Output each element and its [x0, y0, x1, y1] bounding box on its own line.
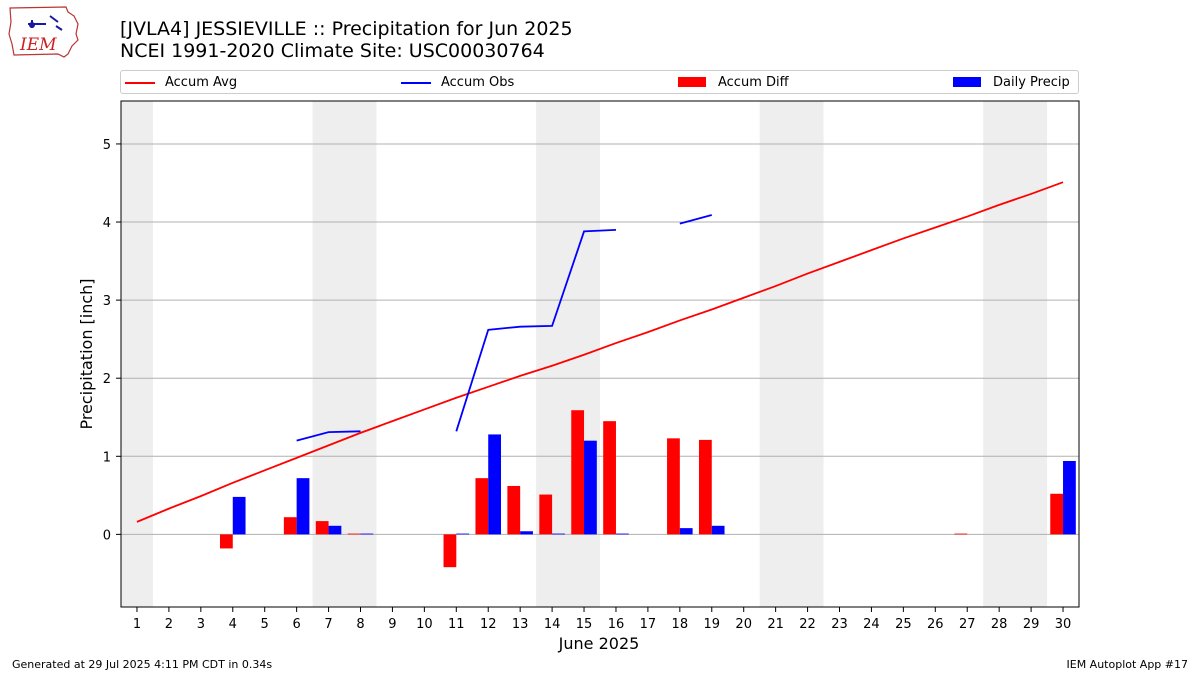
x-tick-label-25: 25	[895, 617, 912, 632]
logo: IEM	[6, 4, 82, 60]
bar-accum-diff-day-11	[443, 534, 457, 568]
bar-accum-diff-day-6	[283, 517, 297, 535]
y-tick-label-2: 2	[103, 372, 111, 387]
bar-daily-precip-day-7	[328, 525, 342, 535]
legend: Accum Avg Accum Obs Accum Diff Daily Pre…	[120, 70, 1079, 94]
x-tick-label-4: 4	[229, 617, 237, 632]
line-accum-avg-segment-0	[136, 181, 1064, 523]
x-tick-label-14: 14	[544, 617, 561, 632]
bar-accum-diff-day-19	[698, 439, 712, 535]
x-tick-label-19: 19	[703, 617, 720, 632]
bar-accum-diff-day-27	[954, 533, 968, 535]
legend-label-accum-obs: Accum Obs	[441, 75, 515, 90]
x-tick-label-16: 16	[608, 617, 625, 632]
legend-item-accum-diff: Accum Diff	[678, 74, 818, 92]
line-accum-obs-segment-0	[296, 430, 361, 442]
legend-swatch-daily-precip	[953, 77, 981, 87]
x-tick-label-2: 2	[165, 617, 173, 632]
bar-accum-diff-day-30	[1050, 493, 1064, 535]
footer-app: IEM Autoplot App #17	[1066, 658, 1189, 671]
bar-daily-precip-day-14	[552, 533, 565, 535]
gridlines	[121, 143, 1079, 535]
logo-text: IEM	[19, 35, 57, 55]
bar-daily-precip-day-8	[360, 533, 374, 535]
x-tick-label-12: 12	[480, 617, 497, 632]
x-tick-label-8: 8	[356, 617, 364, 632]
x-tick-label-30: 30	[1055, 617, 1072, 632]
y-axis-label: Precipitation [inch]	[77, 278, 96, 429]
bar-accum-diff-day-14	[539, 494, 553, 535]
bar-daily-precip-day-19	[711, 525, 725, 535]
x-tick-label-28: 28	[991, 617, 1008, 632]
bar-accum-diff-day-13	[507, 485, 521, 535]
legend-swatch-accum-obs	[401, 82, 431, 84]
legend-item-accum-obs: Accum Obs	[401, 74, 541, 92]
chart-title: [JVLA4] JESSIEVILLE :: Precipitation for…	[120, 18, 573, 40]
lines	[136, 181, 1064, 523]
bars	[219, 410, 1076, 568]
legend-label-daily-precip: Daily Precip	[993, 75, 1070, 90]
x-tick-label-7: 7	[324, 617, 332, 632]
bar-accum-diff-day-18	[667, 438, 680, 535]
y-tick-label-5: 5	[103, 138, 111, 153]
x-tick-label-13: 13	[512, 617, 529, 632]
bar-accum-diff-day-12	[475, 478, 489, 535]
x-tick-label-1: 1	[133, 617, 141, 632]
bar-accum-diff-day-7	[315, 521, 329, 535]
bar-daily-precip-day-30	[1063, 460, 1076, 535]
x-tick-label-17: 17	[640, 617, 657, 632]
legend-swatch-accum-avg	[125, 82, 155, 84]
bar-daily-precip-day-12	[488, 434, 502, 535]
bar-accum-diff-day-8	[347, 533, 361, 535]
x-tick-label-3: 3	[197, 617, 205, 632]
y-tick-label-4: 4	[103, 216, 111, 231]
x-tick-label-15: 15	[576, 617, 593, 632]
x-tick-label-24: 24	[863, 617, 880, 632]
x-tick-label-29: 29	[1023, 617, 1040, 632]
bar-accum-diff-day-16	[603, 421, 616, 535]
axes: 1 2 3 4 5 6 7 8 9 10 11 12 13 14 15 16 17 18 19 20 21 22 23 24 2…	[103, 100, 1080, 632]
x-tick-label-27: 27	[959, 617, 976, 632]
x-tick-label-5: 5	[261, 617, 269, 632]
plot-frame	[120, 100, 1080, 608]
footer-generated: Generated at 29 Jul 2025 4:11 PM CDT in …	[12, 658, 273, 671]
weekend-band-4	[983, 101, 1048, 607]
y-tick-label-1: 1	[103, 450, 111, 465]
x-tick-label-10: 10	[416, 617, 433, 632]
y-tick-label-0: 0	[103, 528, 111, 543]
bar-accum-diff-day-15	[571, 410, 585, 535]
x-axis-label: June 2025	[558, 634, 640, 653]
line-accum-obs-segment-2	[679, 214, 713, 225]
weekend-band-3	[759, 101, 824, 607]
legend-label-accum-diff: Accum Diff	[718, 75, 789, 90]
chart-subtitle: NCEI 1991-2020 Climate Site: USC00030764	[120, 40, 545, 62]
legend-swatch-accum-diff	[678, 77, 706, 87]
x-tick-label-21: 21	[767, 617, 784, 632]
x-tick-label-20: 20	[735, 617, 752, 632]
bar-daily-precip-day-11	[456, 533, 470, 535]
x-tick-label-6: 6	[292, 617, 300, 632]
bar-daily-precip-day-13	[520, 531, 533, 535]
x-tick-label-11: 11	[448, 617, 465, 632]
legend-label-accum-avg: Accum Avg	[165, 75, 238, 90]
x-tick-label-22: 22	[799, 617, 816, 632]
bar-daily-precip-day-18	[679, 528, 693, 535]
bar-daily-precip-day-16	[615, 533, 629, 535]
legend-item-accum-avg: Accum Avg	[125, 74, 265, 92]
x-tick-label-18: 18	[672, 617, 689, 632]
x-tick-label-9: 9	[388, 617, 396, 632]
line-accum-obs-segment-1	[455, 228, 617, 432]
bar-daily-precip-day-15	[584, 440, 597, 535]
legend-item-daily-precip: Daily Precip	[953, 74, 1077, 92]
weekend-band-0	[121, 101, 153, 607]
bar-daily-precip-day-4	[232, 496, 246, 535]
y-tick-label-3: 3	[103, 294, 111, 309]
x-tick-label-23: 23	[831, 617, 848, 632]
x-tick-label-26: 26	[927, 617, 944, 632]
bar-daily-precip-day-6	[296, 478, 310, 535]
weekend-shading	[121, 101, 1048, 607]
bar-accum-diff-day-4	[219, 534, 233, 549]
